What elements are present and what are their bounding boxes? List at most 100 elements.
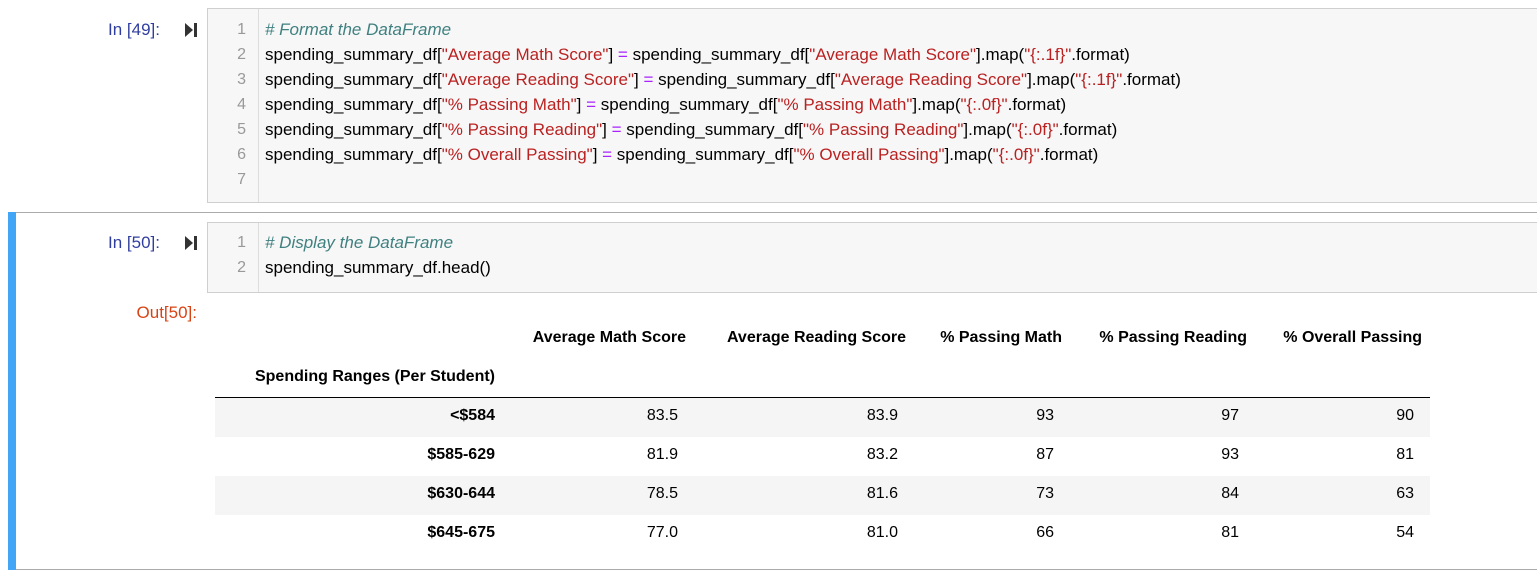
code-token: ] <box>602 120 612 139</box>
code-token: spending_summary_df[ <box>621 120 803 139</box>
code-token: ] <box>633 70 644 89</box>
table-cell: 81.0 <box>866 524 898 541</box>
code-token: ] <box>592 145 603 164</box>
code-line: spending_summary_df.head() <box>265 256 491 280</box>
code-token: ].map( <box>1027 70 1076 89</box>
code-line: spending_summary_df["Average Math Score"… <box>265 43 1130 67</box>
code-token: spending_summary_df[ <box>612 145 794 164</box>
table-cell: 83.2 <box>866 446 898 463</box>
row-index: $585-629 <box>427 446 495 463</box>
table-cell: 97 <box>1221 407 1239 424</box>
code-token: "Average Math Score" <box>809 45 977 64</box>
row-stripe <box>215 476 1430 515</box>
code-token: spending_summary_df.head() <box>265 258 491 277</box>
table-cell: 90 <box>1396 407 1414 424</box>
code-token: "{:.1f}" <box>1075 70 1123 89</box>
table-cell: 77.0 <box>646 524 678 541</box>
code-input[interactable] <box>207 8 1537 203</box>
code-token: ] <box>608 45 618 64</box>
table-cell: 83.5 <box>646 407 678 424</box>
code-token: spending_summary_df[ <box>265 45 442 64</box>
header-rule <box>215 397 1430 398</box>
code-line: spending_summary_df["% Passing Reading"]… <box>265 118 1117 142</box>
code-token: spending_summary_df[ <box>596 95 778 114</box>
line-gutter <box>208 9 259 202</box>
code-token: spending_summary_df[ <box>653 70 835 89</box>
table-cell: 93 <box>1221 446 1239 463</box>
line-number: 7 <box>237 171 246 188</box>
code-line: # Format the DataFrame <box>265 18 451 42</box>
table-cell: 63 <box>1396 485 1414 502</box>
code-token: "{:.0f}" <box>1011 120 1059 139</box>
code-token: spending_summary_df[ <box>265 95 442 114</box>
line-number: 4 <box>237 96 246 113</box>
table-cell: 83.9 <box>866 407 898 424</box>
run-icon <box>185 23 197 37</box>
code-token: = <box>643 70 654 89</box>
line-gutter <box>208 223 259 292</box>
selected-cell-bar <box>8 212 16 570</box>
row-index: $630-644 <box>427 485 495 502</box>
column-header: Average Math Score <box>532 329 686 346</box>
run-icon <box>185 236 197 250</box>
code-token: .format) <box>1058 120 1118 139</box>
code-token: "% Passing Math" <box>777 95 913 114</box>
code-token: # Format the DataFrame <box>265 20 452 39</box>
code-token: spending_summary_df[ <box>265 70 442 89</box>
row-index: $645-675 <box>427 524 495 541</box>
code-token: = <box>611 120 622 139</box>
code-token: "% Overall Passing" <box>441 145 593 164</box>
code-token: ].map( <box>944 145 993 164</box>
table-cell: 81 <box>1221 524 1239 541</box>
code-token: = <box>586 95 597 114</box>
code-token: spending_summary_df[ <box>627 45 810 64</box>
table-cell: 66 <box>1036 524 1054 541</box>
code-token: "{:.0f}" <box>960 95 1008 114</box>
code-input[interactable] <box>207 222 1537 293</box>
table-cell: 73 <box>1036 485 1054 502</box>
code-token: "% Passing Reading" <box>802 120 964 139</box>
line-number: 1 <box>237 234 246 251</box>
index-name: Spending Ranges (Per Student) <box>254 368 495 385</box>
column-header: Average Reading Score <box>726 329 906 346</box>
code-token: .format) <box>1071 45 1130 64</box>
code-token: "Average Reading Score" <box>834 70 1028 89</box>
line-number: 2 <box>237 46 246 63</box>
table-cell: 93 <box>1036 407 1054 424</box>
code-line: # Display the DataFrame <box>265 231 453 255</box>
table-cell: 54 <box>1396 524 1414 541</box>
column-header: % Overall Passing <box>1283 329 1422 346</box>
run-button[interactable] <box>183 21 199 39</box>
code-line: spending_summary_df["% Overall Passing"]… <box>265 143 1098 167</box>
code-token: ].map( <box>963 120 1012 139</box>
line-number: 3 <box>237 71 246 88</box>
code-token: spending_summary_df[ <box>265 120 442 139</box>
code-token: = <box>617 45 628 64</box>
code-token: "% Passing Math" <box>441 95 577 114</box>
code-token: ].map( <box>912 95 961 114</box>
table-cell: 81.6 <box>866 485 898 502</box>
code-token: = <box>602 145 613 164</box>
code-token: ] <box>576 95 587 114</box>
code-line: spending_summary_df["% Passing Math"] = … <box>265 93 1066 117</box>
table-cell: 87 <box>1036 446 1054 463</box>
code-token: "Average Reading Score" <box>441 70 634 89</box>
line-number: 2 <box>237 259 246 276</box>
code-token: .format) <box>1122 70 1181 89</box>
table-cell: 81.9 <box>646 446 678 463</box>
output-prompt: Out[50]: <box>136 303 197 322</box>
code-token: "Average Math Score" <box>441 45 609 64</box>
row-index: <$584 <box>450 407 495 424</box>
code-token: "{:.1f}" <box>1024 45 1072 64</box>
code-token: spending_summary_df[ <box>265 145 442 164</box>
line-number: 1 <box>237 21 246 38</box>
input-prompt: In [50]: <box>108 233 160 252</box>
input-prompt: In [49]: <box>108 20 160 39</box>
run-button[interactable] <box>183 234 199 252</box>
code-token: # Display the DataFrame <box>265 233 454 252</box>
code-line: spending_summary_df["Average Reading Sco… <box>265 68 1181 92</box>
table-cell: 84 <box>1221 485 1239 502</box>
code-token: "% Passing Reading" <box>441 120 603 139</box>
